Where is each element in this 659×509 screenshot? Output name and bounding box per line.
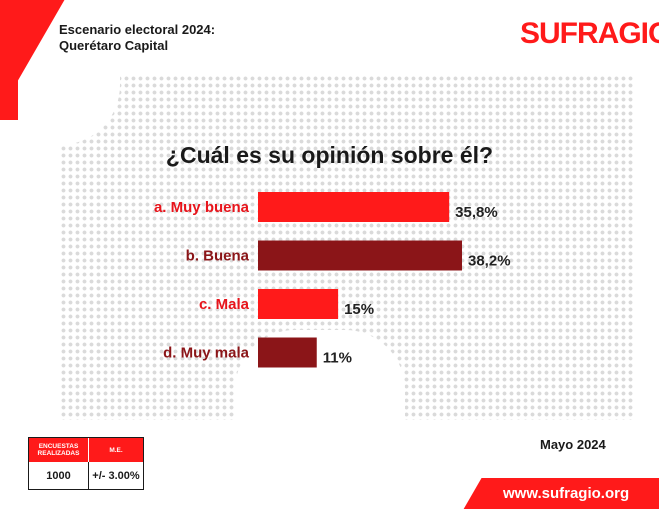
- chart-title: ¿Cuál es su opinión sobre él?: [165, 142, 494, 168]
- survey-table-row: 1000 +/- 3.00%: [29, 462, 143, 489]
- category-label: d. Muy mala: [163, 345, 250, 362]
- scenario-line-2: Querétaro Capital: [59, 38, 169, 53]
- surveys-count: 1000: [29, 462, 89, 489]
- value-label: 11%: [323, 350, 352, 367]
- bar: [258, 289, 339, 319]
- bar: [258, 240, 462, 271]
- value-label: 35,8%: [455, 204, 498, 221]
- value-label: 38,2%: [468, 253, 511, 270]
- category-label: a. Muy buena: [154, 199, 250, 216]
- category-label: b. Buena: [186, 248, 250, 265]
- margin-error-header: M.E.: [109, 446, 123, 454]
- website-url: www.sufragio.org: [503, 485, 630, 502]
- scenario-title: Escenario electoral 2024: Querétaro Capi…: [59, 22, 215, 54]
- surveys-header: ENCUESTAS REALIZADAS: [29, 438, 89, 462]
- survey-info-table: ENCUESTAS REALIZADAS M.E. 1000 +/- 3.00%: [28, 437, 144, 490]
- category-label: c. Mala: [199, 296, 250, 313]
- bar: [258, 192, 450, 222]
- bar: [258, 337, 317, 368]
- value-label: 15%: [344, 301, 374, 318]
- survey-table-header: ENCUESTAS REALIZADAS M.E.: [29, 438, 143, 462]
- sufragio-logo: SUFRAGIO: [520, 17, 659, 50]
- survey-date: Mayo 2024: [540, 437, 606, 452]
- margin-error-value: +/- 3.00%: [92, 469, 140, 482]
- scenario-line-1: Escenario electoral 2024:: [59, 22, 216, 37]
